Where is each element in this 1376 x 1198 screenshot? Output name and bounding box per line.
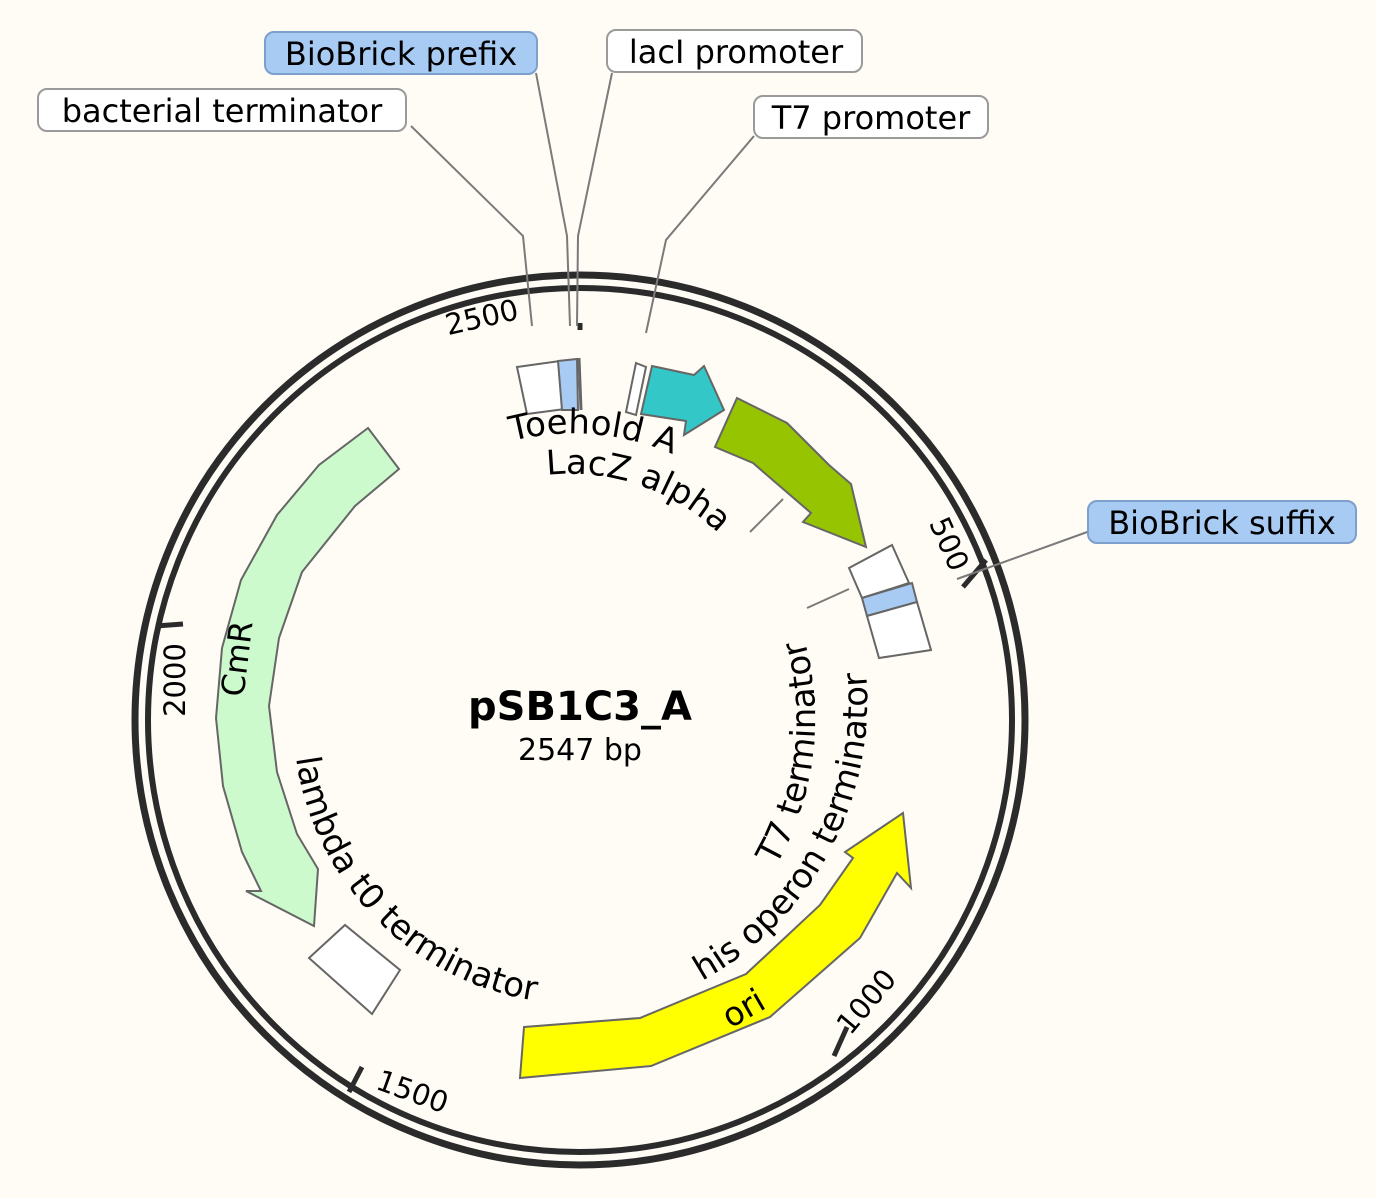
bacterial-terminator-leader — [410, 125, 533, 327]
backbone-outer — [131, 271, 1029, 1169]
biobrick-prefix-feature[interactable] — [556, 357, 580, 411]
lacz-alpha-label: LacZ alpha — [545, 443, 739, 540]
backbone-inner — [145, 285, 1015, 1155]
laci-promoter-leader — [576, 72, 613, 327]
lacz-alpha-leader — [749, 498, 784, 533]
tick-label-2000: 2000 — [158, 643, 192, 717]
toehold-a-feature[interactable] — [639, 364, 726, 437]
callout-biobrick-suffix-text: BioBrick suffix — [1108, 504, 1336, 542]
cmr-label: CmR — [214, 619, 261, 699]
tick-mark-1000 — [831, 1025, 850, 1058]
tick-label-2500: 2500 — [442, 292, 522, 342]
callout-bacterial-terminator-text: bacterial terminator — [62, 92, 383, 130]
tick-mark-1500 — [346, 1065, 365, 1094]
biobrick-suffix-leader — [956, 530, 1091, 580]
ori-feature[interactable] — [518, 811, 913, 1080]
callout-biobrick-prefix[interactable]: BioBrick prefix — [264, 31, 538, 75]
callout-biobrick-suffix[interactable]: BioBrick suffix — [1087, 500, 1357, 544]
t7-promoter-feature[interactable] — [624, 361, 648, 417]
biobrick-prefix-leader — [535, 72, 571, 327]
tick-mark-2000 — [155, 621, 184, 629]
laci-promoter-feature[interactable] — [577, 357, 583, 411]
callout-laci-promoter-text: lacI promoter — [629, 33, 844, 71]
tick-label-1000: 1000 — [830, 962, 903, 1040]
tick-label-1500: 1500 — [372, 1063, 453, 1120]
lambda-t0-terminator-feature[interactable] — [307, 923, 402, 1016]
cmr-feature[interactable] — [214, 426, 401, 928]
callout-laci-promoter[interactable]: lacI promoter — [606, 29, 863, 73]
tick-label-500: 500 — [922, 512, 976, 576]
callout-biobrick-prefix-text: BioBrick prefix — [285, 35, 517, 73]
callout-bacterial-terminator[interactable]: bacterial terminator — [37, 88, 407, 132]
plasmid-length: 2547 bp — [518, 733, 642, 768]
lacz-alpha-feature[interactable] — [713, 396, 868, 549]
t7-promoter-leader — [645, 135, 755, 334]
callout-t7-promoter-text: T7 promoter — [771, 99, 971, 137]
callout-t7-promoter[interactable]: T7 promoter — [753, 95, 989, 139]
t7-terminator-leader — [806, 588, 850, 609]
plasmid-name: pSB1C3_A — [468, 684, 692, 730]
his-operon-terminator-feature[interactable] — [865, 600, 933, 660]
